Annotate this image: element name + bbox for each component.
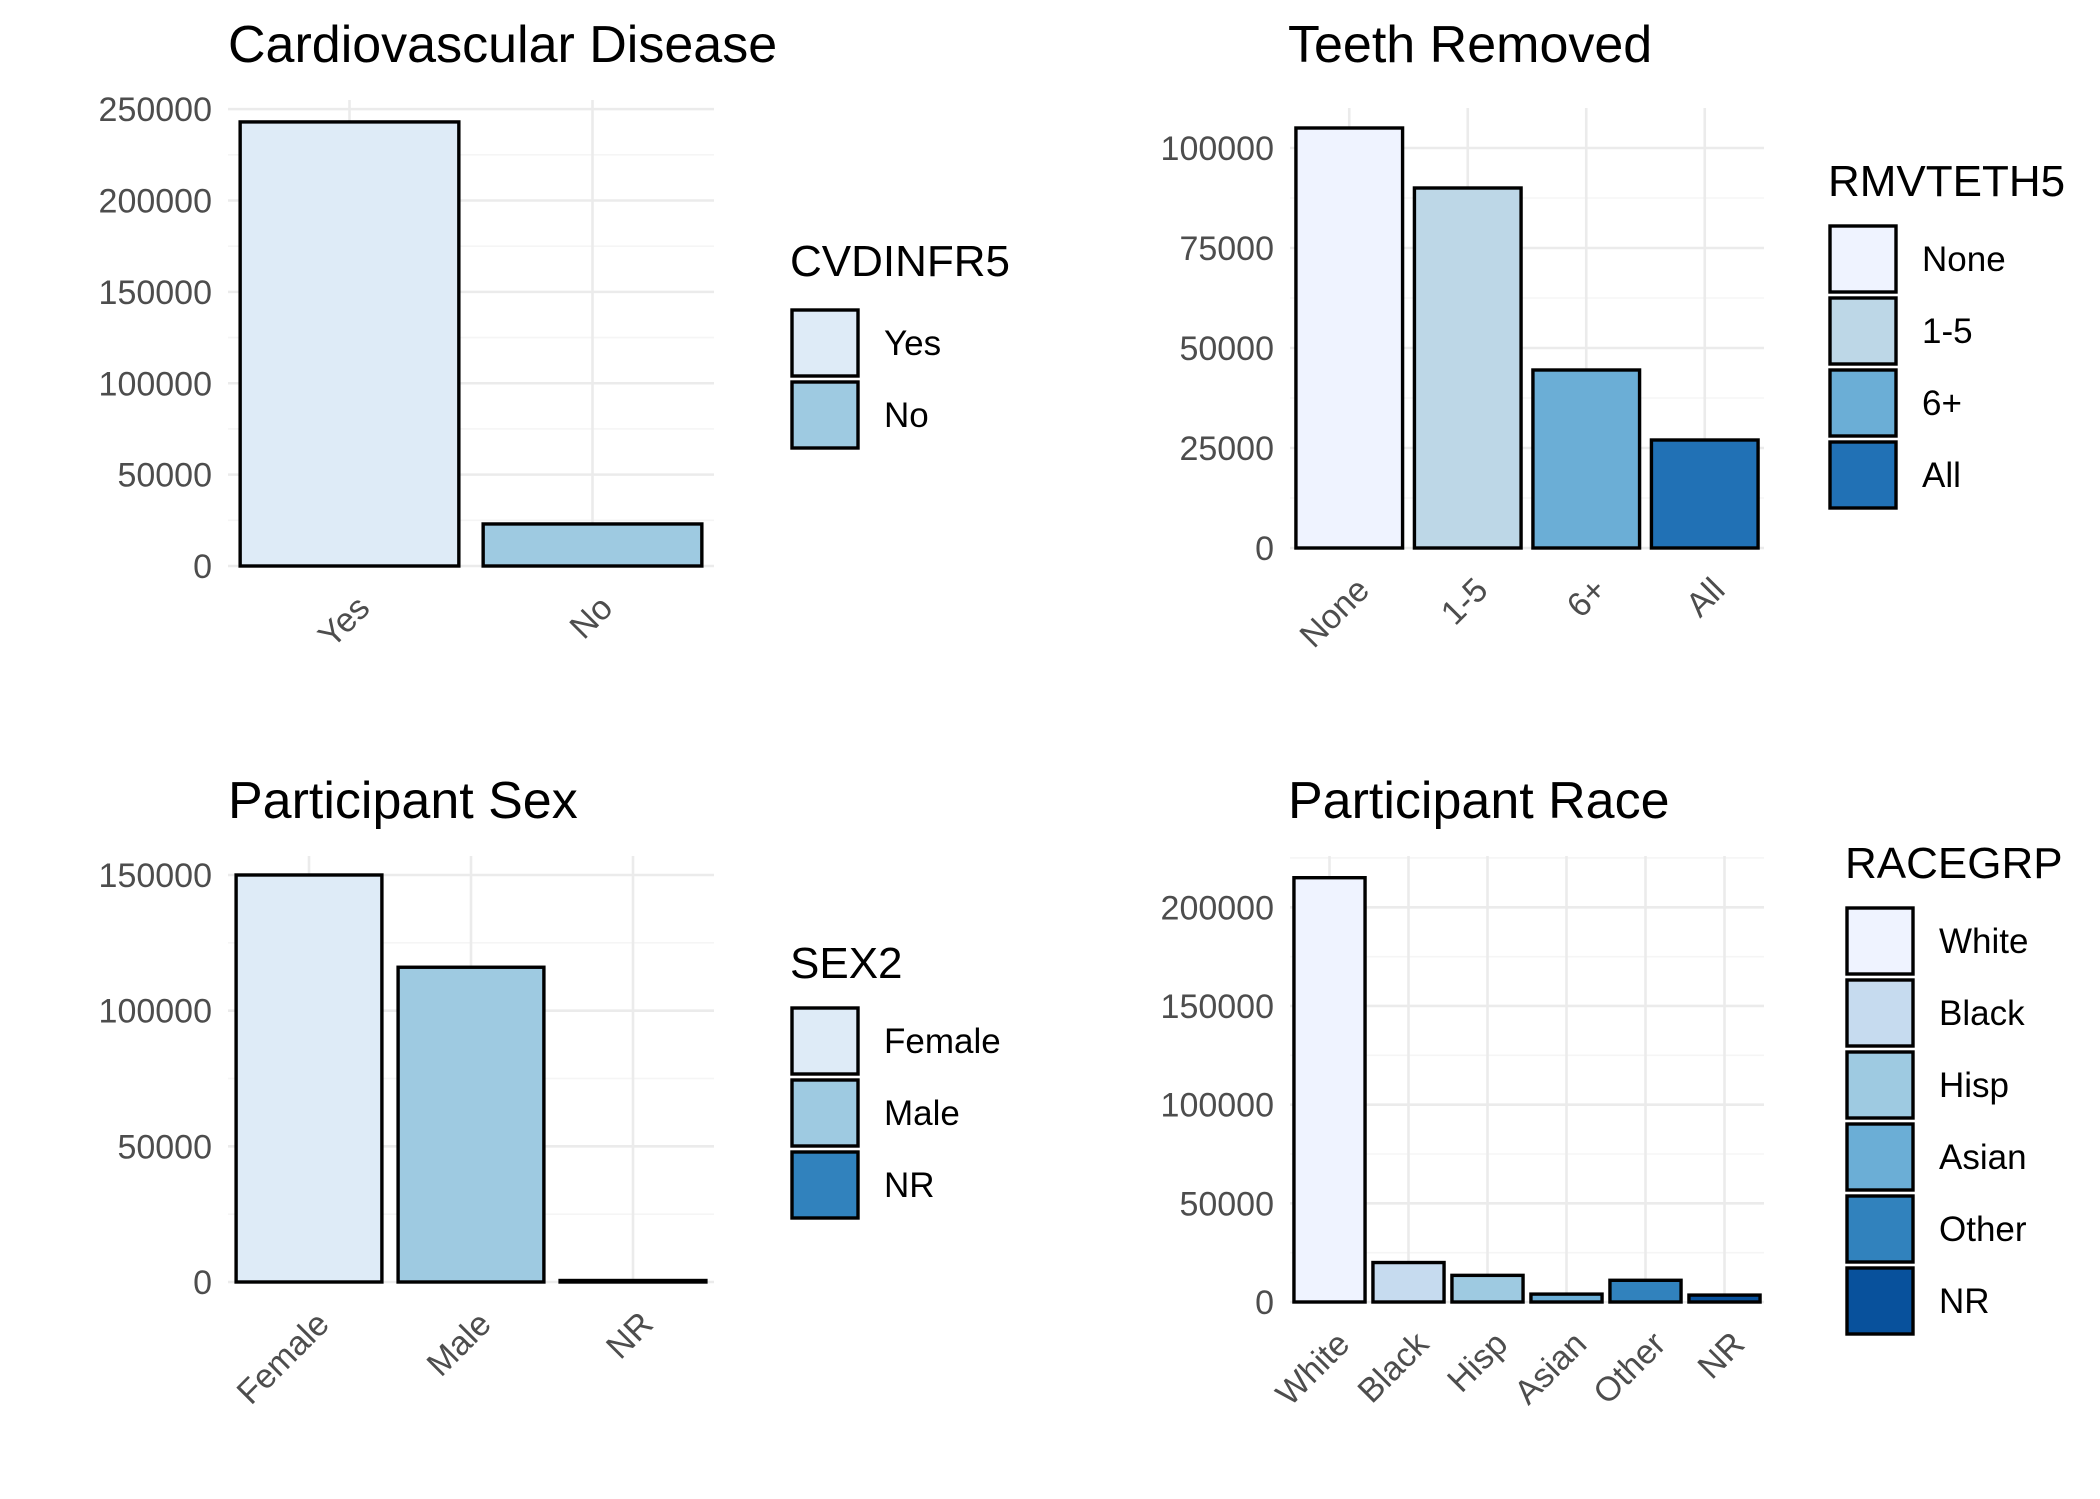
y-tick-label: 150000 [1161,988,1274,1026]
y-tick-label: 200000 [1161,889,1274,927]
legend: RACEGRP White Black Hisp Asian Other NR [1845,839,2063,1336]
y-tick-label: 250000 [99,91,212,129]
legend-key-swatch [790,1006,860,1076]
y-tick-label: 50000 [117,457,212,495]
legend-key-swatch [1828,296,1898,366]
chart-panel-2: 0 25000 50000 75000 100000 None 1-5 6+ All Teeth … [1161,16,2066,655]
legend-key-swatch [790,1078,860,1148]
legend-title: SEX2 [790,939,903,988]
y-tick-label: 100000 [1161,1087,1274,1125]
x-tick-label: NR [1691,1325,1753,1387]
legend-label: Male [884,1094,960,1133]
x-tick-label: No [563,589,621,647]
legend-label: Asian [1939,1138,2027,1177]
bar-nr [558,1278,708,1284]
x-tick-label: Yes [311,589,377,655]
legend-label: All [1922,456,1961,495]
bar-white [1292,876,1367,1304]
legend-key-swatch [1828,224,1898,294]
legend-label: Hisp [1939,1066,2009,1105]
x-tick-label: Other [1586,1325,1673,1412]
y-tick-label: 0 [193,548,212,586]
x-tick-label: NR [599,1305,661,1367]
chart-title: Cardiovascular Disease [228,16,777,74]
bar-1-5 [1412,186,1523,550]
bar-yes [238,120,461,568]
y-tick-label: 150000 [99,274,212,312]
legend-label: Other [1939,1210,2027,1249]
bar-all [1649,438,1760,550]
x-tick-label: Female [230,1305,337,1412]
chart-title: Participant Race [1288,772,1670,830]
legend-label: 1-5 [1922,312,1973,351]
legend-label: No [884,396,929,435]
legend-key-swatch [1845,906,1915,976]
bar-black [1371,1260,1446,1304]
legend-key-swatch [1845,978,1915,1048]
y-tick-label: 50000 [1179,330,1274,368]
chart-panel-1: 0 50000 100000 150000 200000 250000 Yes No Cardi… [99,16,1011,655]
y-tick-label: 100000 [1161,130,1274,168]
y-tick-label: 75000 [1179,230,1274,268]
y-tick-label: 25000 [1179,430,1274,468]
chart-panel-3: 0 50000 100000 150000 Female Male NR Participan… [99,772,1001,1412]
x-tick-label: Asian [1507,1325,1594,1412]
legend-title: RMVTETH5 [1828,157,2065,206]
bar-hisp [1450,1273,1525,1304]
x-tick-label: 1-5 [1434,571,1496,633]
y-tick-label: 150000 [99,857,212,895]
legend-key-swatch [1845,1122,1915,1192]
legend-label: Yes [884,324,941,363]
legend-key-swatch [1845,1050,1915,1120]
bar-nr [1687,1293,1762,1304]
legend-key-swatch [1828,368,1898,438]
legend-label: Black [1939,994,2025,1033]
x-tick-label: Hisp [1440,1325,1515,1400]
legend-key-swatch [1845,1266,1915,1336]
legend-title: CVDINFR5 [790,237,1010,286]
legend-title: RACEGRP [1845,839,2063,888]
legend-key-swatch [1828,440,1898,510]
legend-key-swatch [790,380,860,450]
legend-label: None [1922,240,2006,279]
legend-label: Female [884,1022,1001,1061]
x-tick-label: Male [420,1305,499,1384]
y-tick-label: 0 [193,1264,212,1302]
y-tick-label: 100000 [99,993,212,1031]
y-tick-label: 0 [1255,1284,1274,1322]
legend-label: NR [884,1166,935,1205]
x-tick-label: None [1293,571,1377,655]
legend-label: 6+ [1922,384,1962,423]
legend: RMVTETH5 None 1-5 6+ All [1828,157,2065,510]
bar-6- [1531,368,1642,550]
bar-none [1294,126,1405,550]
y-tick-label: 50000 [117,1128,212,1166]
legend: SEX2 Female Male NR [790,939,1001,1220]
x-tick-label: All [1679,571,1733,625]
chart-title: Participant Sex [228,772,578,830]
legend: CVDINFR5 Yes No [790,237,1010,450]
x-tick-label: Black [1350,1324,1436,1410]
legend-label: NR [1939,1282,1990,1321]
bar-other [1608,1278,1683,1304]
x-tick-label: White [1269,1325,1357,1413]
legend-key-swatch [1845,1194,1915,1264]
x-tick-label: 6+ [1560,571,1614,625]
legend-label: White [1939,922,2028,961]
legend-key-swatch [790,1150,860,1220]
y-tick-label: 0 [1255,530,1274,568]
legend-key-swatch [790,308,860,378]
chart-title: Teeth Removed [1288,16,1652,74]
y-tick-label: 50000 [1179,1185,1274,1223]
bar-asian [1529,1292,1604,1304]
y-tick-label: 100000 [99,365,212,403]
bar-no [481,522,704,568]
bar-male [396,965,546,1284]
y-tick-label: 200000 [99,183,212,221]
bar-female [234,873,384,1284]
